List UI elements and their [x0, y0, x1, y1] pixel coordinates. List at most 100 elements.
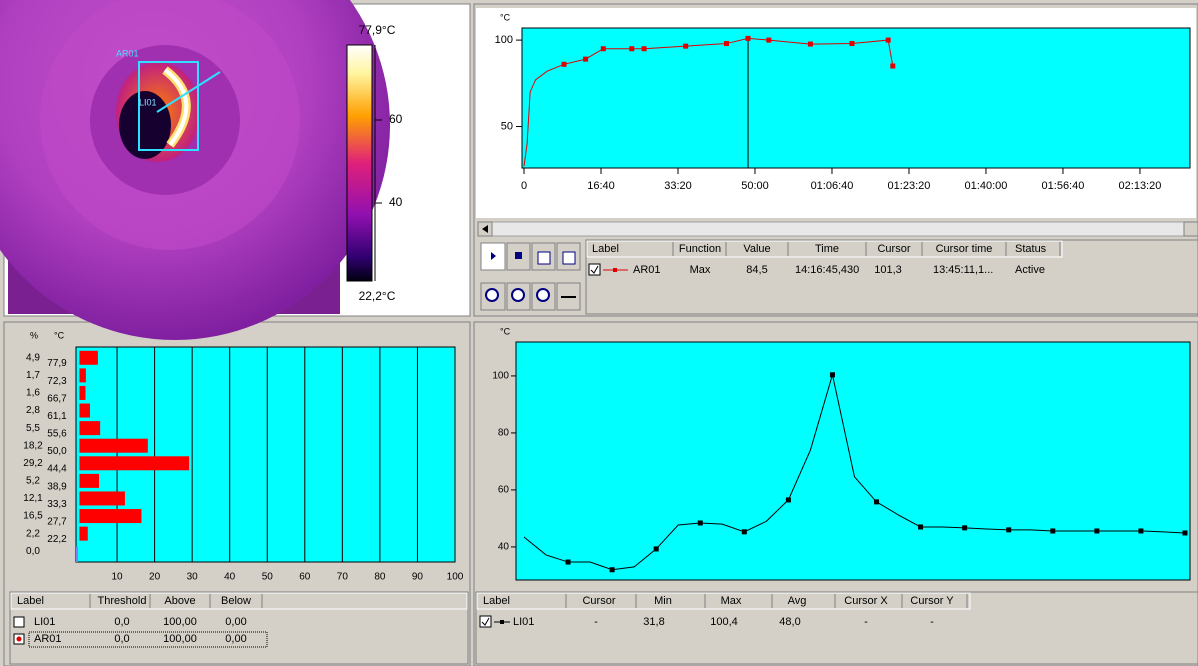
table-cell: 0,0	[114, 633, 129, 645]
column-header: Cursor time	[936, 243, 993, 255]
focus-box	[28, 631, 268, 648]
bar	[79, 438, 148, 453]
check-icon	[590, 265, 599, 274]
y-tick-label: 80	[498, 428, 510, 439]
add-icon	[537, 251, 551, 265]
play-icon	[491, 252, 496, 260]
point-marker	[1182, 530, 1188, 536]
bin-edge-label: 38,9	[47, 481, 67, 492]
checkbox[interactable]	[588, 263, 601, 276]
x-tick-label: 20	[149, 572, 161, 583]
table-cell: 0,00	[225, 633, 246, 645]
x-tick-label: 100	[447, 572, 464, 583]
scale-tick: 60	[389, 112, 403, 126]
y-tick-label: 40	[498, 542, 510, 553]
bin-edge-label: 55,6	[47, 429, 67, 440]
point-marker	[723, 41, 729, 47]
table-cell: AR01	[633, 264, 661, 276]
thermal-image	[0, 0, 390, 340]
point-marker	[849, 41, 855, 47]
x-tick-label: 70	[337, 572, 349, 583]
column-header: Threshold	[98, 595, 147, 607]
point-marker	[653, 546, 659, 552]
bar	[79, 473, 100, 488]
value-label: 5,5	[26, 423, 40, 434]
table-cell: 84,5	[746, 264, 767, 276]
x-tick-label: 50:00	[741, 180, 769, 192]
scrollbar[interactable]	[477, 221, 1197, 237]
point-marker	[583, 56, 589, 62]
bin-edge-label: 61,1	[47, 411, 67, 422]
column-header: Status	[1015, 243, 1047, 255]
y-unit: °C	[500, 326, 511, 336]
point-marker	[683, 43, 689, 49]
x-tick-label: 01:40:00	[965, 180, 1008, 192]
column-header: Time	[815, 243, 839, 255]
point-marker	[609, 567, 615, 573]
bar	[79, 509, 142, 524]
column-header: Max	[721, 595, 742, 607]
value-label: 29,2	[23, 458, 43, 469]
value-label: 1,7	[26, 370, 40, 381]
value-label: 5,2	[26, 476, 40, 487]
bin-edge-label: 27,7	[47, 516, 67, 527]
zoom-out-icon	[511, 288, 525, 302]
checkbox[interactable]	[479, 615, 492, 628]
series-line	[523, 37, 894, 167]
bar	[79, 350, 98, 365]
x-tick-label: 33:20	[664, 180, 692, 192]
table-header	[476, 592, 971, 610]
y-tick-label: 50	[501, 120, 513, 132]
point-marker	[885, 37, 891, 43]
bin-edge-label: 44,4	[47, 464, 67, 475]
legend-marker	[500, 620, 504, 624]
bin-edge-label: 50,0	[47, 446, 67, 457]
x-tick-label: 0	[521, 180, 527, 192]
point-marker	[697, 520, 703, 526]
x-tick-label: 16:40	[587, 180, 615, 192]
bin-edge-label: 72,3	[47, 376, 67, 387]
x-tick-label: 01:23:20	[888, 180, 931, 192]
point-marker	[1138, 528, 1144, 534]
table-cell: 101,3	[874, 264, 902, 276]
value-label: 0,0	[26, 546, 40, 557]
radio-box[interactable]	[13, 616, 25, 628]
scale-min: 22,2°C	[359, 289, 396, 303]
table-cell: LI01	[34, 616, 55, 628]
edit-icon	[562, 251, 576, 265]
bar	[79, 385, 86, 400]
point-marker	[741, 529, 747, 535]
table-cell: 48,0	[779, 616, 800, 628]
point-marker	[962, 525, 968, 531]
time-plot-area	[521, 27, 1191, 169]
value-label: 16,5	[23, 511, 43, 522]
zoom-in-icon	[485, 288, 499, 302]
value-label: 1,6	[26, 388, 40, 399]
table-header	[586, 240, 1063, 258]
zoom-fit-icon	[536, 288, 550, 302]
scale-tick: 40	[389, 195, 403, 209]
bar	[79, 526, 88, 541]
scroll-right[interactable]	[1183, 221, 1198, 237]
point-marker	[600, 46, 606, 52]
table-cell: 13:45:11,1...	[933, 264, 993, 276]
histogram-unit: %	[30, 330, 38, 340]
table-cell: 100,00	[163, 616, 197, 628]
bar	[79, 368, 86, 383]
profile-line	[523, 374, 1186, 571]
y-tick-label: 100	[492, 371, 509, 382]
point-marker	[745, 35, 751, 41]
table-cell: Active	[1015, 264, 1045, 276]
column-header: Cursor	[582, 595, 615, 607]
value-label: 2,8	[26, 405, 40, 416]
y-unit: °C	[500, 12, 511, 22]
x-tick-label: 50	[262, 572, 274, 583]
x-tick-label: 30	[187, 572, 199, 583]
column-header: Label	[592, 243, 619, 255]
bin-edge-label: 77,9	[47, 358, 67, 369]
profile-plot-area	[515, 341, 1191, 581]
point-marker	[561, 61, 567, 67]
value-label: 12,1	[23, 493, 43, 504]
